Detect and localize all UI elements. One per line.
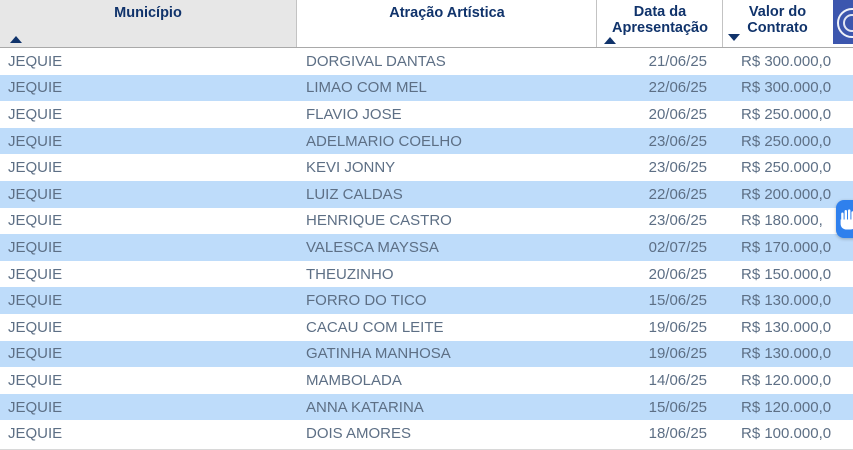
- cell-atracao: DOIS AMORES: [306, 425, 412, 443]
- table-body: JEQUIE DORGIVAL DANTAS 21/06/25 R$ 300.000,…: [0, 48, 853, 447]
- cell-municipio: JEQUIE: [8, 212, 63, 230]
- table-row[interactable]: JEQUIE HENRIQUE CASTRO 23/06/25 R$ 180.000,: [0, 207, 853, 235]
- cell-valor: R$ 170.000,0: [741, 238, 832, 256]
- cell-atracao: DORGIVAL DANTAS: [306, 52, 446, 70]
- cell-data: 14/06/25: [648, 371, 707, 389]
- pan-tool-button[interactable]: [836, 200, 853, 238]
- cell-valor: R$ 120.000,0: [741, 371, 832, 389]
- cell-valor: R$ 130.000,0: [741, 345, 832, 363]
- table-row[interactable]: JEQUIE ADELMARIO COELHO 23/06/25 R$ 250.000…: [0, 127, 853, 155]
- cell-data: 20/06/25: [648, 265, 707, 283]
- cell-atracao: HENRIQUE CASTRO: [306, 212, 452, 230]
- sort-ascending-icon-data[interactable]: [604, 37, 616, 44]
- cell-atracao: THEUZINHO: [306, 265, 394, 283]
- cell-municipio: JEQUIE: [8, 105, 63, 123]
- cell-municipio: JEQUIE: [8, 238, 63, 256]
- cell-valor: R$ 250.000,0: [741, 132, 832, 150]
- sort-ascending-icon-municipio[interactable]: [10, 36, 22, 43]
- cell-municipio: JEQUIE: [8, 398, 63, 416]
- cell-data: 22/06/25: [648, 79, 707, 97]
- cell-data: 18/06/25: [648, 425, 707, 443]
- cell-data: 23/06/25: [648, 159, 707, 177]
- cell-atracao: LIMAO COM MEL: [306, 79, 427, 97]
- column-header-municipio[interactable]: Município: [0, 0, 297, 47]
- column-header-valor-contrato[interactable]: Valor do Contrato: [724, 0, 831, 47]
- cell-atracao: VALESCA MAYSSA: [306, 238, 439, 256]
- table-row[interactable]: JEQUIE CACAU COM LEITE 19/06/25 R$ 130.000,…: [0, 313, 853, 341]
- column-header-data-apresentacao-label: Data da Apresentação: [612, 4, 708, 36]
- cell-municipio: JEQUIE: [8, 345, 63, 363]
- column-header-data-apresentacao[interactable]: Data da Apresentação: [598, 0, 723, 47]
- cell-data: 19/06/25: [648, 318, 707, 336]
- table-row[interactable]: JEQUIE MAMBOLADA 14/06/25 R$ 120.000,0: [0, 367, 853, 394]
- column-header-valor-contrato-label: Valor do Contrato: [747, 4, 808, 36]
- table-row[interactable]: JEQUIE DORGIVAL DANTAS 21/06/25 R$ 300.000,…: [0, 48, 853, 75]
- cell-valor: R$ 300.000,0: [741, 79, 832, 97]
- column-header-atracao-artistica-label: Atração Artística: [389, 5, 505, 21]
- table-row[interactable]: JEQUIE VALESCA MAYSSA 02/07/25 R$ 170.000,0: [0, 234, 853, 261]
- cell-atracao: GATINHA MANHOSA: [306, 345, 451, 363]
- cell-data: 15/06/25: [648, 292, 707, 310]
- cell-data: 21/06/25: [648, 52, 707, 70]
- column-header-atracao-artistica[interactable]: Atração Artística: [298, 0, 597, 47]
- cell-municipio: JEQUIE: [8, 132, 63, 150]
- cell-municipio: JEQUIE: [8, 79, 63, 97]
- cell-valor: R$ 300.000,0: [741, 52, 832, 70]
- cell-valor: R$ 130.000,0: [741, 292, 832, 310]
- cell-valor: R$ 150.000,0: [741, 265, 832, 283]
- cell-atracao: FORRO DO TICO: [306, 292, 427, 310]
- table-row[interactable]: JEQUIE THEUZINHO 20/06/25 R$ 150.000,0: [0, 260, 853, 288]
- cell-valor: R$ 200.000,0: [741, 185, 832, 203]
- cell-municipio: JEQUIE: [8, 371, 63, 389]
- cell-municipio: JEQUIE: [8, 318, 63, 336]
- cell-data: 19/06/25: [648, 345, 707, 363]
- table-row[interactable]: JEQUIE LUIZ CALDAS 22/06/25 R$ 200.000,0: [0, 180, 853, 208]
- table-row[interactable]: JEQUIE DOIS AMORES 18/06/25 R$ 100.000,0: [0, 420, 853, 447]
- cell-valor: R$ 130.000,0: [741, 318, 832, 336]
- cell-municipio: JEQUIE: [8, 185, 63, 203]
- cell-data: 20/06/25: [648, 105, 707, 123]
- table-row[interactable]: JEQUIE ANNA KATARINA 15/06/25 R$ 120.000,0: [0, 393, 853, 421]
- cell-valor: R$ 180.000,: [741, 212, 823, 230]
- cell-data: 22/06/25: [648, 185, 707, 203]
- hand-pan-icon: [840, 209, 853, 230]
- cell-atracao: CACAU COM LEITE: [306, 318, 444, 336]
- cell-valor: R$ 250.000,0: [741, 105, 832, 123]
- sort-descending-icon-valor[interactable]: [728, 34, 740, 41]
- table-row[interactable]: JEQUIE LIMAO COM MEL 22/06/25 R$ 300.000,0: [0, 74, 853, 102]
- corner-loading-badge[interactable]: [833, 0, 853, 44]
- cell-data: 02/07/25: [648, 238, 707, 256]
- cell-valor: R$ 120.000,0: [741, 398, 832, 416]
- cell-data: 23/06/25: [648, 212, 707, 230]
- cell-atracao: ADELMARIO COELHO: [306, 132, 462, 150]
- table-row[interactable]: JEQUIE FLAVIO JOSE 20/06/25 R$ 250.000,0: [0, 101, 853, 128]
- table-row[interactable]: JEQUIE GATINHA MANHOSA 19/06/25 R$ 130.000,…: [0, 340, 853, 368]
- cell-data: 15/06/25: [648, 398, 707, 416]
- cell-atracao: LUIZ CALDAS: [306, 185, 403, 203]
- table-header-row: Município Atração Artística Data da Apre…: [0, 0, 853, 48]
- cell-atracao: FLAVIO JOSE: [306, 105, 402, 123]
- cell-valor: R$ 100.000,0: [741, 425, 832, 443]
- column-header-municipio-label: Município: [114, 5, 182, 21]
- circle-loading-inner-icon: [843, 14, 853, 32]
- cell-municipio: JEQUIE: [8, 265, 63, 283]
- cell-atracao: MAMBOLADA: [306, 371, 402, 389]
- cell-municipio: JEQUIE: [8, 425, 63, 443]
- cell-data: 23/06/25: [648, 132, 707, 150]
- cell-municipio: JEQUIE: [8, 52, 63, 70]
- cell-municipio: JEQUIE: [8, 159, 63, 177]
- table-row[interactable]: JEQUIE KEVI JONNY 23/06/25 R$ 250.000,0: [0, 154, 853, 181]
- cell-atracao: ANNA KATARINA: [306, 398, 424, 416]
- cell-municipio: JEQUIE: [8, 292, 63, 310]
- cell-atracao: KEVI JONNY: [306, 159, 396, 177]
- cell-valor: R$ 250.000,0: [741, 159, 832, 177]
- table-row[interactable]: JEQUIE FORRO DO TICO 15/06/25 R$ 130.000,0: [0, 287, 853, 314]
